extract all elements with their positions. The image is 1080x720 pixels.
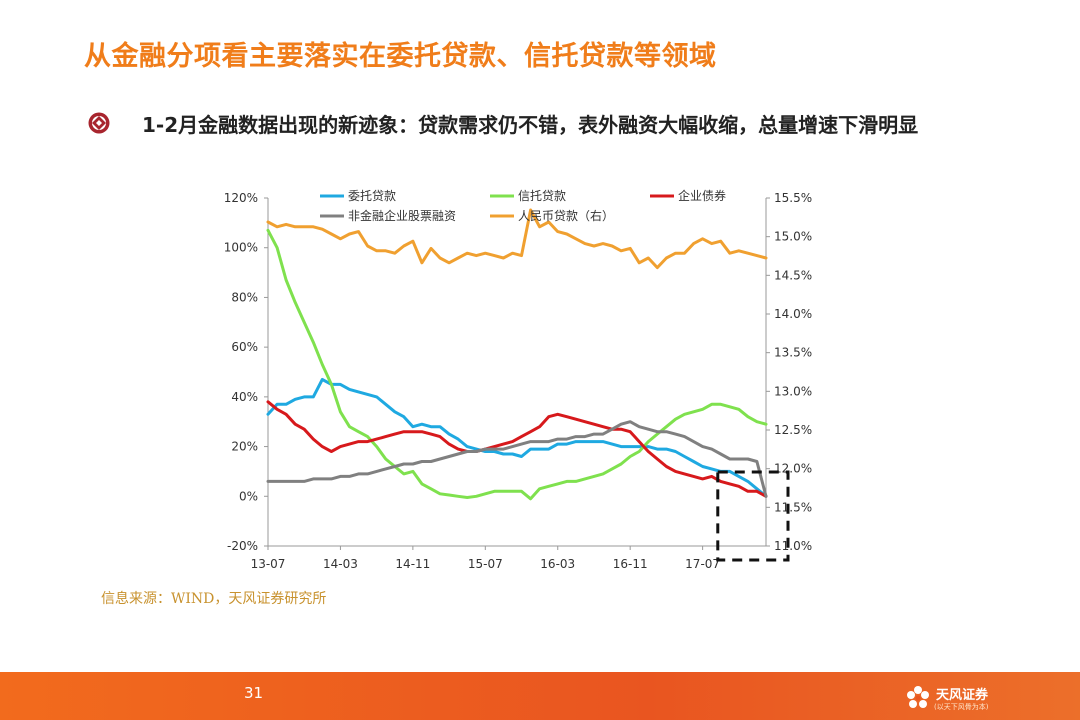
x-tick-label: 17-07 — [685, 557, 720, 571]
left-tick-label: 40% — [231, 390, 258, 404]
right-tick-label: 13.5% — [774, 346, 812, 360]
logo-subtitle: (以天下风骨为本) — [934, 703, 989, 711]
left-tick-label: 100% — [224, 241, 258, 255]
left-tick-label: 60% — [231, 340, 258, 354]
series-line-1 — [266, 228, 768, 501]
legend-label: 非金融企业股票融资 — [348, 208, 456, 223]
left-tick-label: 20% — [231, 440, 258, 454]
chart: -20% 0% 20% 40% 60% 80% 100% 120% 11.0% 11.5% 12.0… — [224, 188, 812, 571]
right-tick-label: 14.0% — [774, 307, 812, 321]
right-tick-label: 15.5% — [774, 191, 812, 205]
x-tick-label: 16-03 — [540, 557, 575, 571]
right-tick-label: 11.0% — [774, 539, 812, 553]
x-tick-label: 15-07 — [468, 557, 503, 571]
right-tick-label: 15.0% — [774, 230, 812, 244]
right-tick-label: 11.5% — [774, 500, 812, 514]
highlight-box — [716, 470, 790, 562]
page-number: 31 — [244, 684, 264, 702]
series-line-2 — [266, 400, 768, 498]
legend-label: 企业债券 — [678, 188, 726, 203]
left-tick-label: 0% — [239, 489, 258, 503]
right-tick-label: 12.0% — [774, 462, 812, 476]
right-tick-label: 13.0% — [774, 384, 812, 398]
bullet-text: 1-2月金融数据出现的新迹象：贷款需求仍不错，表外融资大幅收缩，总量增速下滑明显 — [142, 113, 919, 137]
bullet-icon — [88, 112, 110, 134]
legend-label: 人民币贷款（右） — [518, 208, 614, 223]
footer-bar — [0, 672, 1080, 720]
x-tick-label: 16-11 — [613, 557, 648, 571]
right-tick-label: 14.5% — [774, 268, 812, 282]
source-note: 信息来源：WIND，天风证券研究所 — [101, 591, 327, 607]
x-tick-label: 14-03 — [323, 557, 358, 571]
left-tick-label: 120% — [224, 191, 258, 205]
series-line-3 — [266, 420, 768, 498]
legend-label: 委托贷款 — [348, 189, 396, 203]
left-tick-label: -20% — [227, 539, 258, 553]
right-tick-label: 12.5% — [774, 423, 812, 437]
page-title: 从金融分项看主要落实在委托贷款、信托贷款等领域 — [84, 41, 717, 72]
x-tick-label: 14-11 — [395, 557, 430, 571]
x-tick-label: 13-07 — [251, 557, 286, 571]
logo-name: 天风证券 — [936, 688, 989, 703]
series-line-0 — [266, 378, 768, 498]
company-logo — [907, 686, 929, 708]
series-line-4 — [266, 208, 768, 270]
legend-label: 信托贷款 — [518, 189, 566, 203]
left-tick-label: 80% — [231, 290, 258, 304]
